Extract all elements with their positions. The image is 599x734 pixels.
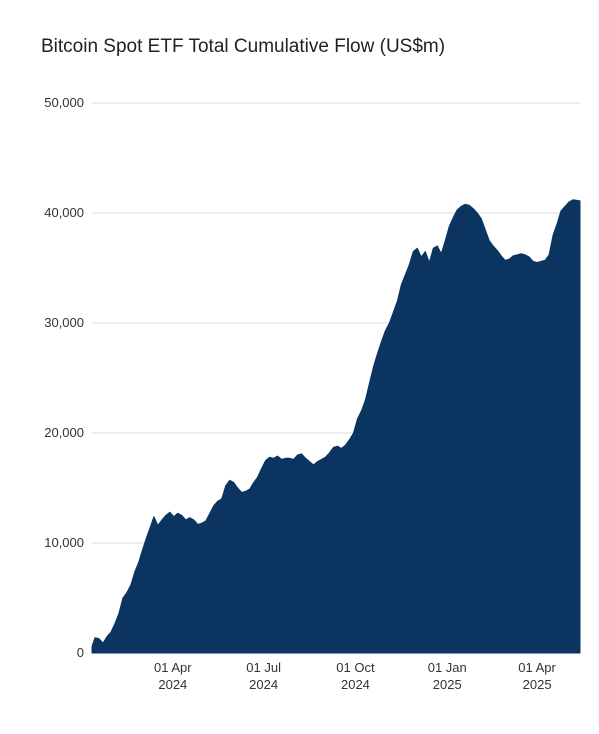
y-tick-label: 50,000 bbox=[44, 95, 84, 110]
y-tick-label: 30,000 bbox=[44, 315, 84, 330]
series-area-0 bbox=[91, 199, 581, 654]
x-tick-label: 01 Apr 2025 bbox=[518, 660, 556, 692]
x-tick-label-line2: 2024 bbox=[158, 677, 187, 692]
y-axis-tick-labels: 0 10,000 20,000 30,000 40,000 50,000 bbox=[44, 95, 84, 660]
x-tick-label: 01 Apr 2024 bbox=[154, 660, 192, 692]
x-tick-label: 01 Jul 2024 bbox=[246, 660, 281, 692]
x-tick-label: 01 Oct 2024 bbox=[336, 660, 375, 692]
x-tick-label-line1: 01 Apr bbox=[154, 660, 192, 675]
x-tick-label-line2: 2025 bbox=[433, 677, 462, 692]
chart-title: Bitcoin Spot ETF Total Cumulative Flow (… bbox=[41, 36, 446, 57]
x-tick-label-line1: 01 Apr bbox=[518, 660, 556, 675]
x-axis-tick-labels: 01 Apr 2024 01 Jul 2024 01 Oct 2024 01 Jan 2025… bbox=[154, 660, 557, 692]
y-tick-label: 20,000 bbox=[44, 425, 84, 440]
x-tick-label-line2: 2025 bbox=[523, 677, 552, 692]
plot-area bbox=[91, 199, 581, 654]
x-tick-label-line2: 2024 bbox=[341, 677, 370, 692]
x-tick-label-line2: 2024 bbox=[249, 677, 278, 692]
y-tick-label: 40,000 bbox=[44, 205, 84, 220]
y-tick-label: 10,000 bbox=[44, 535, 84, 550]
x-tick-label-line1: 01 Jul bbox=[246, 660, 281, 675]
x-tick-label: 01 Jan 2025 bbox=[428, 660, 467, 692]
x-tick-label-line1: 01 Oct bbox=[336, 660, 375, 675]
y-tick-label: 0 bbox=[77, 645, 84, 660]
x-tick-label-line1: 01 Jan bbox=[428, 660, 467, 675]
